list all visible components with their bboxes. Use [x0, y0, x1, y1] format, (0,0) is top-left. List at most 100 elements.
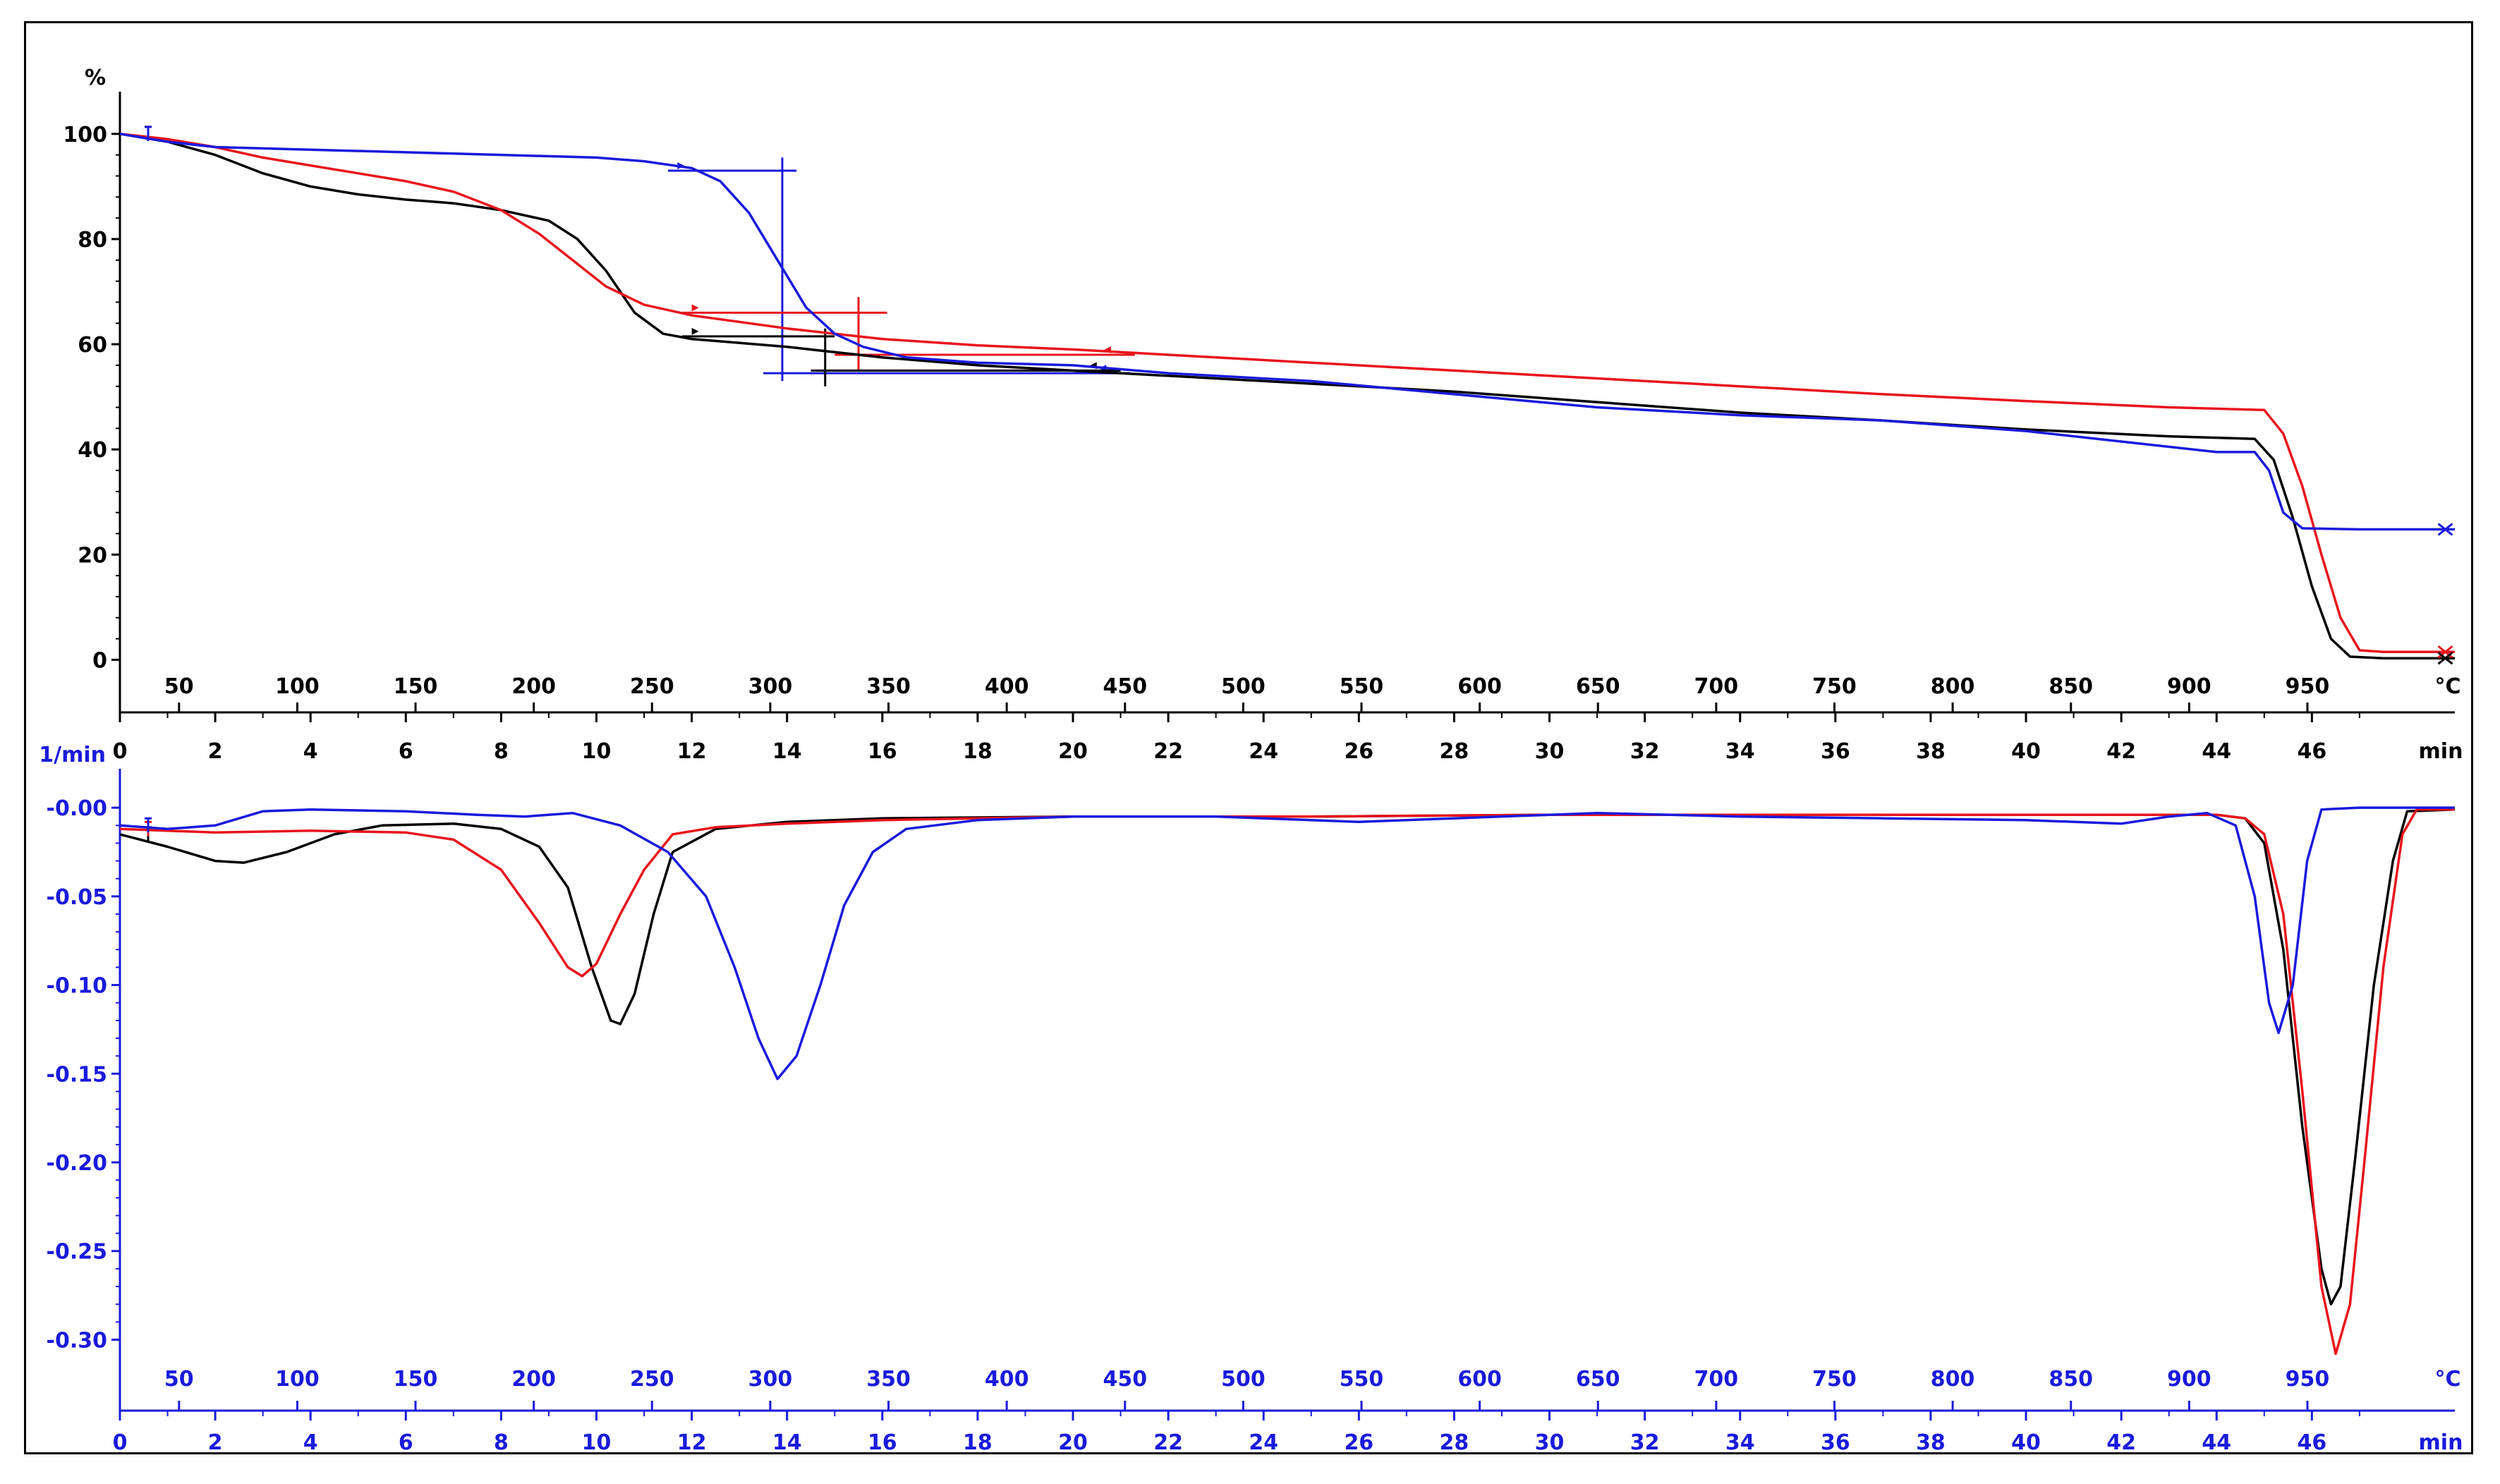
tga-y-axis-label: %	[85, 66, 106, 90]
dtg-time-tick-label: 32	[1630, 1430, 1660, 1455]
tga-y-tick-label: 40	[78, 438, 107, 463]
dtg-time-tick-label: 6	[399, 1430, 413, 1455]
tga-time-unit: min	[2419, 739, 2463, 764]
chart-frame	[24, 21, 2473, 1454]
tga-temp-tick-label: 450	[1103, 674, 1147, 699]
tga-time-tick-label: 40	[2011, 739, 2041, 764]
tga-series-blue-line	[119, 133, 2455, 531]
dtg-time-tick-label: 42	[2106, 1430, 2136, 1455]
dtg-time-tick-label: 18	[963, 1430, 993, 1455]
dtg-time-tick-label: 46	[2297, 1430, 2326, 1455]
tga-series-start-marker	[145, 126, 152, 141]
tga-temp-tick-label: 800	[1931, 674, 1975, 699]
tga-temp-tick-label: 550	[1340, 674, 1384, 699]
tga-end-marker	[2437, 523, 2453, 536]
dtg-time-tick-label: 40	[2011, 1430, 2041, 1455]
dtg-y-tick-label: -0.00	[47, 796, 107, 821]
tga-temp-tick-label: 300	[748, 674, 793, 699]
dtg-temp-tick-label: 200	[511, 1367, 556, 1392]
dtg-temp-tick-label: 150	[394, 1367, 438, 1392]
tga-time-tick-label: 46	[2297, 739, 2326, 764]
dtg-temp-tick-label: 500	[1221, 1367, 1266, 1392]
tga-temp-tick-label: 600	[1457, 674, 1502, 699]
tga-time-tick-label: 12	[677, 739, 707, 764]
tga-time-tick-label: 26	[1344, 739, 1373, 764]
tga-step-flag-marker	[691, 304, 699, 312]
tga-temp-unit: °C	[2434, 674, 2460, 699]
tga-time-tick-label: 16	[868, 739, 897, 764]
tga-time-tick-label: 28	[1440, 739, 1469, 764]
tga-time-tick-label: 30	[1535, 739, 1565, 764]
dtg-time-tick-label: 26	[1344, 1430, 1373, 1455]
dtg-time-tick-label: 16	[868, 1430, 897, 1455]
dtg-time-tick-label: 2	[208, 1430, 223, 1455]
tga-time-tick-label: 8	[494, 739, 509, 764]
dtg-series-red-line	[119, 808, 2455, 1356]
tga-temp-tick-label: 350	[866, 674, 911, 699]
tga-time-tick-label: 14	[772, 739, 802, 764]
dtg-time-tick-label: 14	[772, 1430, 802, 1455]
dtg-temp-tick-label: 100	[275, 1367, 320, 1392]
tga-time-tick-label: 18	[963, 739, 993, 764]
dtg-temp-tick-label: 800	[1931, 1367, 1975, 1392]
dtg-time-tick-label: 20	[1058, 1430, 1088, 1455]
dtg-y-tick-label: -0.10	[47, 974, 107, 999]
tga-time-tick-label: 34	[1725, 739, 1755, 764]
tga-temp-tick-label: 100	[275, 674, 320, 699]
dtg-temp-tick-label: 400	[985, 1367, 1029, 1392]
tga-temp-tick-label: 950	[2286, 674, 2330, 699]
tga-series-red-line	[119, 133, 2455, 654]
dtg-temp-tick-label: 350	[866, 1367, 911, 1392]
dtg-time-tick-label: 12	[677, 1430, 707, 1455]
tga-y-tick-label: 20	[78, 543, 107, 568]
tga-time-tick-label: 10	[582, 739, 612, 764]
dtg-temp-tick-label: 50	[164, 1367, 194, 1392]
dtg-temp-tick-label: 750	[1812, 1367, 1857, 1392]
tga-time-tick-label: 38	[1916, 739, 1946, 764]
tga-end-marker	[2437, 652, 2453, 665]
tga-y-tick-label: 0	[92, 648, 107, 673]
dtg-y-tick-label: -0.20	[47, 1151, 107, 1176]
dtg-y-tick-label: -0.05	[47, 885, 107, 910]
dtg-time-unit: min	[2419, 1430, 2463, 1455]
dtg-temp-tick-label: 650	[1576, 1367, 1620, 1392]
dtg-time-tick-label: 30	[1535, 1430, 1565, 1455]
tga-time-tick-label: 24	[1249, 739, 1278, 764]
dtg-temp-tick-label: 450	[1103, 1367, 1147, 1392]
tga-temp-tick-label: 500	[1221, 674, 1266, 699]
tga-temp-tick-label: 200	[511, 674, 556, 699]
tga-time-tick-label: 22	[1153, 739, 1183, 764]
tga-temp-tick-label: 650	[1576, 674, 1620, 699]
tga-time-tick-label: 36	[1821, 739, 1850, 764]
tga-temp-tick-label: 750	[1812, 674, 1857, 699]
dtg-time-tick-label: 24	[1249, 1430, 1278, 1455]
tga-temp-tick-label: 150	[394, 674, 438, 699]
dtg-y-tick-label: -0.30	[47, 1328, 107, 1353]
tga-time-tick-label: 20	[1058, 739, 1088, 764]
tga-time-tick-label: 42	[2106, 739, 2136, 764]
tga-time-tick-label: 0	[113, 739, 128, 764]
tga-temp-tick-label: 250	[630, 674, 674, 699]
dtg-y-tick-label: -0.25	[47, 1240, 107, 1265]
dtg-y-tick-label: -0.15	[47, 1062, 107, 1087]
tga-temp-tick-label: 900	[2167, 674, 2211, 699]
tga-time-tick-label: 2	[208, 739, 223, 764]
dtg-time-tick-label: 10	[582, 1430, 612, 1455]
dtg-temp-tick-label: 550	[1340, 1367, 1384, 1392]
tga-temp-tick-label: 700	[1694, 674, 1739, 699]
dtg-time-tick-label: 38	[1916, 1430, 1946, 1455]
dtg-temp-tick-label: 900	[2167, 1367, 2211, 1392]
dtg-temp-tick-label: 600	[1457, 1367, 1502, 1392]
tga-step-flag-marker	[691, 327, 699, 335]
dtg-y-axis-label: 1/min	[39, 743, 106, 767]
tga-time-tick-label: 44	[2202, 739, 2231, 764]
tga-time-tick-label: 32	[1630, 739, 1660, 764]
tga-temp-tick-label: 50	[164, 674, 194, 699]
tga-y-tick-label: 60	[78, 333, 107, 358]
dtg-temp-tick-label: 250	[630, 1367, 674, 1392]
tga-temp-tick-label: 850	[2049, 674, 2093, 699]
dtg-series-start-marker	[145, 817, 152, 833]
tga-time-tick-label: 6	[399, 739, 413, 764]
tga-series-black-line	[119, 133, 2455, 659]
